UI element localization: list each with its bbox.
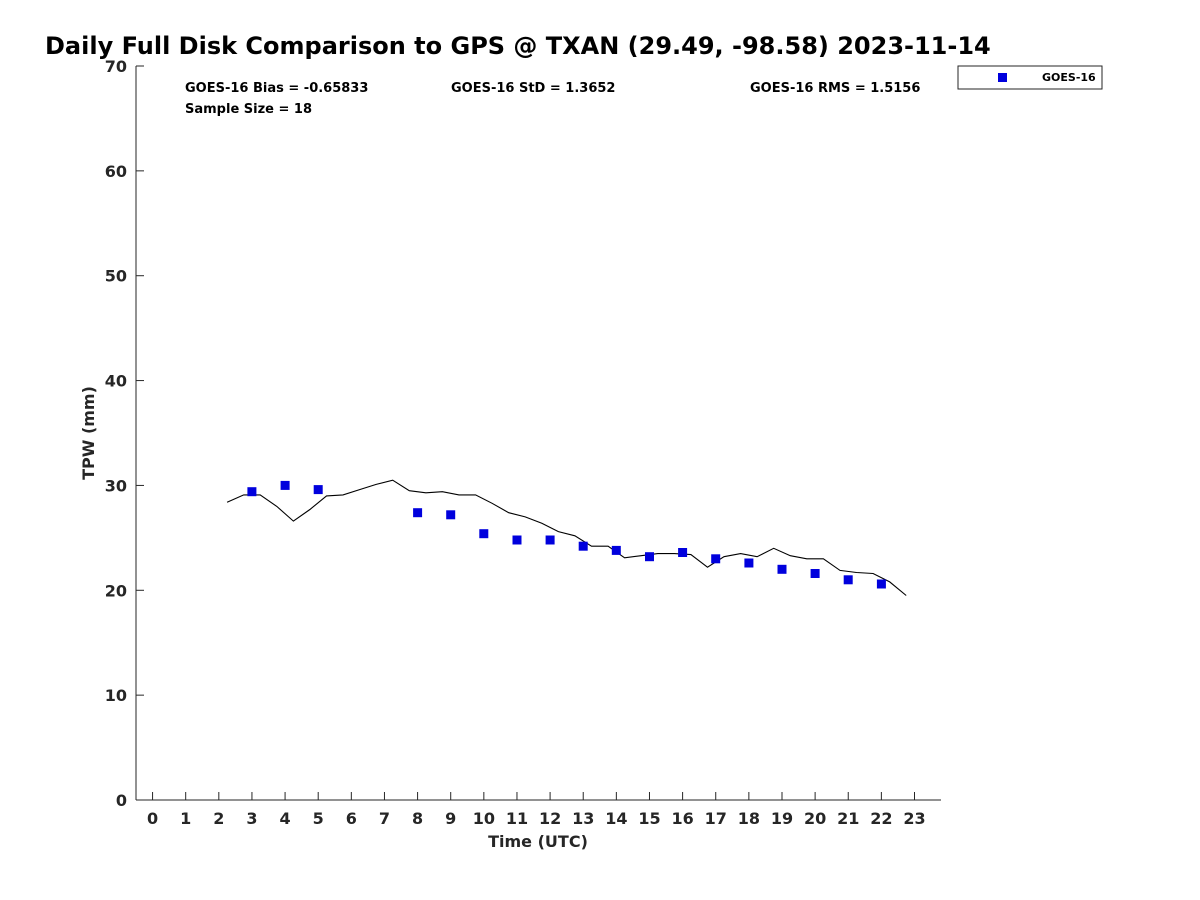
sample-size-annotation: Sample Size = 18 — [185, 102, 312, 117]
x-tick-label: 20 — [804, 809, 826, 828]
x-tick-label: 19 — [771, 809, 793, 828]
x-tick-label: 2 — [213, 809, 224, 828]
x-tick-label: 22 — [870, 809, 892, 828]
legend-box — [957, 65, 1103, 90]
y-axis-ticks: 0 10 20 30 40 50 60 70 — [105, 57, 144, 810]
legend: GOES-16 — [957, 65, 1103, 90]
x-tick-label: 17 — [705, 809, 727, 828]
x-tick-label: 1 — [180, 809, 191, 828]
x-tick-label: 23 — [903, 809, 925, 828]
x-tick-label: 12 — [539, 809, 561, 828]
x-tick-label: 9 — [445, 809, 456, 828]
x-tick-label: 15 — [638, 809, 660, 828]
goes-16-point — [446, 510, 456, 520]
y-tick-label: 50 — [105, 267, 127, 286]
x-tick-label: 8 — [412, 809, 423, 828]
goes-16-point — [578, 541, 588, 551]
chart-title: Daily Full Disk Comparison to GPS @ TXAN… — [45, 32, 991, 60]
goes-16-point — [247, 487, 257, 497]
x-tick-label: 7 — [379, 809, 390, 828]
x-axis-label: Time (UTC) — [488, 832, 588, 851]
x-axis-ticks: 0 1 2 3 4 5 6 7 8 9 10 11 12 13 14 15 16 17 18 19 20 21 22 23 — [147, 792, 926, 828]
x-tick-label: 18 — [738, 809, 760, 828]
x-tick-label: 0 — [147, 809, 158, 828]
goes-16-point — [645, 552, 654, 562]
x-tick-label: 4 — [280, 809, 291, 828]
goes-16-points — [247, 480, 886, 589]
goes-16-point — [313, 485, 323, 495]
x-tick-label: 5 — [313, 809, 324, 828]
legend-marker-goes-16 — [998, 73, 1007, 82]
goes-16-point — [876, 579, 886, 589]
goes-16-point — [810, 569, 820, 578]
y-tick-label: 40 — [105, 372, 127, 391]
goes-16-point — [711, 554, 721, 564]
goes-16-point — [512, 535, 522, 545]
x-tick-label: 10 — [473, 809, 495, 828]
y-tick-label: 20 — [105, 581, 127, 600]
y-tick-label: 30 — [105, 476, 127, 495]
x-tick-label: 6 — [346, 809, 357, 828]
goes-16-point — [413, 508, 423, 518]
y-tick-label: 60 — [105, 162, 127, 181]
x-tick-label: 3 — [246, 809, 257, 828]
goes-16-point — [611, 545, 621, 555]
x-tick-label: 16 — [671, 809, 693, 828]
gps-series-line — [226, 479, 907, 596]
y-tick-label: 10 — [105, 686, 127, 705]
goes-16-point — [678, 548, 688, 557]
y-tick-label: 0 — [116, 791, 127, 810]
x-tick-label: 13 — [572, 809, 594, 828]
x-tick-label: 21 — [837, 809, 859, 828]
goes-16-point — [843, 575, 853, 585]
legend-label-goes-16: GOES-16 — [1042, 71, 1096, 84]
x-tick-label: 14 — [605, 809, 627, 828]
goes-16-point — [545, 535, 555, 545]
goes-16-point — [280, 480, 290, 490]
y-axis-label: TPW (mm) — [79, 386, 98, 480]
goes-16-point — [744, 558, 754, 568]
y-tick-label: 70 — [105, 57, 127, 76]
std-annotation: GOES-16 StD = 1.3652 — [451, 81, 615, 96]
bias-annotation: GOES-16 Bias = -0.65833 — [185, 81, 368, 96]
goes-16-point — [777, 564, 787, 574]
goes-16-point — [479, 529, 489, 539]
x-tick-label: 11 — [506, 809, 528, 828]
rms-annotation: GOES-16 RMS = 1.5156 — [750, 81, 920, 96]
